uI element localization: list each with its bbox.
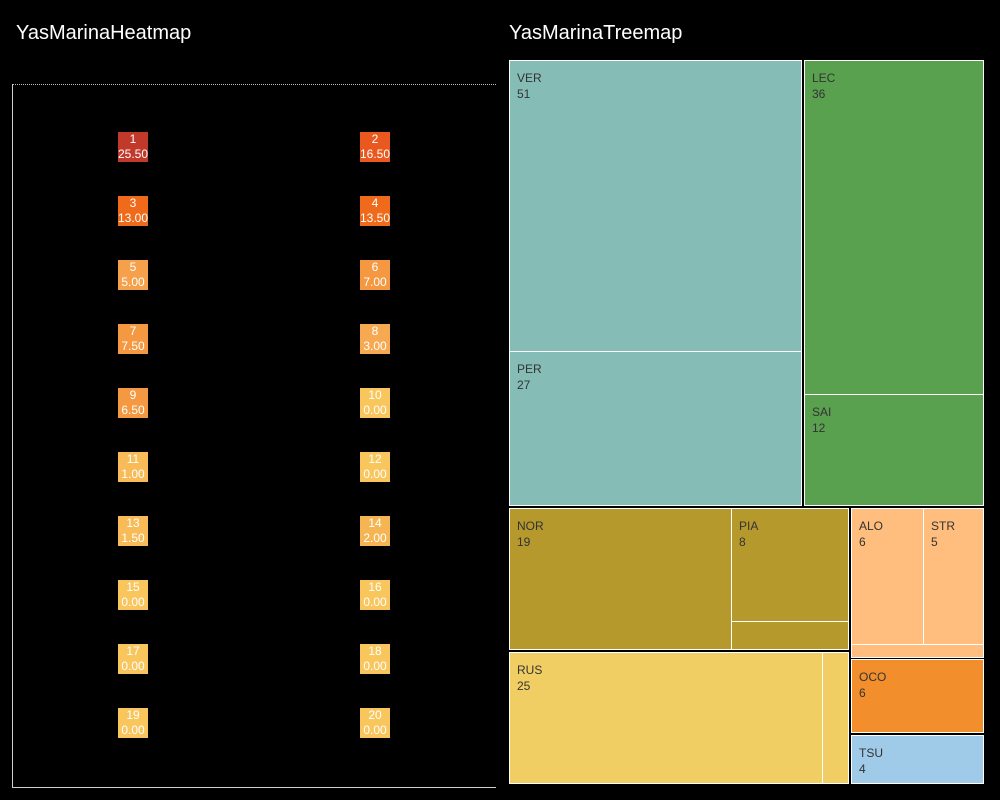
treemap-tile-value: 12 (812, 421, 826, 435)
heatmap-cell-10: 10 0.00 (360, 388, 390, 418)
heatmap-cell-14: 14 2.00 (360, 516, 390, 546)
heatmap-cell-value: 0.00 (363, 659, 387, 673)
heatmap-cell-value: 1.00 (121, 467, 145, 481)
heatmap-cell-value: 0.00 (121, 595, 145, 609)
treemap-tile-value: 36 (812, 87, 826, 101)
treemap-tile-value: 4 (859, 762, 866, 776)
treemap-tile-per: PER 27 (509, 351, 802, 506)
treemap-tile-value: 5 (931, 535, 938, 549)
heatmap-cell-position: 6 (371, 260, 379, 274)
treemap-tile-label: PIA (739, 519, 759, 533)
treemap-tile-label: SAI (812, 405, 832, 419)
treemap-tile-sai: SAI 12 (804, 394, 984, 506)
heatmap-cell-position: 12 (368, 452, 382, 466)
treemap-tile-alo: ALO 6 (851, 508, 924, 645)
treemap-tile-value: 25 (517, 679, 531, 693)
heatmap-cell-value: 13.50 (360, 211, 391, 225)
heatmap-cell-9: 9 6.50 (118, 388, 148, 418)
treemap-tile-tsu: TSU 4 (851, 735, 984, 784)
treemap-tile-ver: VER 51 (509, 60, 802, 352)
treemap-tile-unlabeled (822, 652, 849, 784)
heatmap-cell-8: 8 3.00 (360, 324, 390, 354)
heatmap-cell-12: 12 0.00 (360, 452, 390, 482)
treemap-tile-value: 6 (859, 535, 866, 549)
heatmap-cell-value: 0.00 (363, 467, 387, 481)
heatmap-cell-value: 0.00 (121, 723, 145, 737)
treemap-tile-value: 27 (517, 378, 531, 392)
heatmap-cell-17: 17 0.00 (118, 644, 148, 674)
heatmap-cell-value: 7.00 (363, 275, 387, 289)
treemap-tile-value: 51 (517, 87, 531, 101)
heatmap-cell-position: 3 (129, 196, 137, 210)
treemap-tile-rus: RUS 25 (509, 652, 823, 784)
heatmap-cell-position: 18 (368, 644, 382, 658)
heatmap-cell-value: 16.50 (360, 147, 391, 161)
heatmap-cell-position: 11 (126, 452, 140, 466)
heatmap-cell-19: 19 0.00 (118, 708, 148, 738)
treemap-tile-oco: OCO 6 (851, 659, 984, 733)
heatmap-cell-value: 0.00 (363, 595, 387, 609)
heatmap-cell-value: 0.00 (121, 659, 145, 673)
treemap-tile-value: 6 (859, 686, 866, 700)
heatmap-cell-position: 15 (126, 580, 140, 594)
heatmap-cell-position: 4 (371, 196, 379, 210)
heatmap-cell-position: 8 (371, 324, 379, 338)
heatmap-cell-position: 5 (129, 260, 137, 274)
treemap-tile-label: NOR (517, 519, 544, 533)
heatmap-cell-position: 19 (126, 708, 140, 722)
heatmap-cell-position: 7 (129, 324, 137, 338)
treemap-tile-label: STR (931, 519, 955, 533)
heatmap-cell-position: 14 (368, 516, 382, 530)
heatmap-cell-value: 3.00 (363, 339, 387, 353)
treemap-tile-label: ALO (859, 519, 884, 533)
heatmap-cell-position: 16 (368, 580, 382, 594)
heatmap-frame (12, 84, 496, 788)
heatmap-cell-16: 16 0.00 (360, 580, 390, 610)
heatmap-cell-position: 13 (126, 516, 140, 530)
heatmap-cell-15: 15 0.00 (118, 580, 148, 610)
treemap-tile-unlabeled (731, 621, 849, 650)
heatmap-title: YasMarinaHeatmap (16, 22, 192, 44)
heatmap-cell-20: 20 0.00 (360, 708, 390, 738)
treemap-tile-unlabeled (851, 644, 984, 658)
heatmap-cell-13: 13 1.50 (118, 516, 148, 546)
heatmap-cell-value: 6.50 (121, 403, 145, 417)
treemap-tile-value: 8 (739, 535, 746, 549)
heatmap-cell-value: 7.50 (121, 339, 145, 353)
heatmap-cell-1: 1 25.50 (118, 132, 148, 162)
heatmap-cell-value: 13.00 (118, 211, 149, 225)
heatmap-cell-value: 25.50 (118, 147, 149, 161)
heatmap-cell-position: 9 (129, 388, 137, 402)
heatmap-cell-2: 2 16.50 (360, 132, 390, 162)
treemap-tile-lec: LEC 36 (804, 60, 984, 395)
heatmap-cell-value: 0.00 (363, 723, 387, 737)
treemap-tile-label: TSU (859, 746, 883, 760)
heatmap-cell-value: 5.00 (121, 275, 145, 289)
heatmap-cell-18: 18 0.00 (360, 644, 390, 674)
heatmap-cell-position: 1 (129, 132, 137, 146)
heatmap-cell-position: 2 (371, 132, 379, 146)
heatmap-cell-value: 1.50 (121, 531, 145, 545)
heatmap-cell-position: 17 (126, 644, 140, 658)
treemap-tile-label: LEC (812, 71, 836, 85)
heatmap-cell-value: 0.00 (363, 403, 387, 417)
treemap-tile-nor: NOR 19 (509, 508, 732, 650)
heatmap-cell-11: 11 1.00 (118, 452, 148, 482)
heatmap-cell-value: 2.00 (363, 531, 387, 545)
treemap-tile-value: 19 (517, 535, 531, 549)
heatmap-cell-position: 10 (368, 388, 382, 402)
heatmap-cell-5: 5 5.00 (118, 260, 148, 290)
treemap-tile-pia: PIA 8 (731, 508, 849, 622)
treemap-tile-label: OCO (859, 670, 887, 684)
treemap-tile-label: RUS (517, 663, 543, 677)
treemap-tile-label: PER (517, 362, 542, 376)
heatmap-cell-3: 3 13.00 (118, 196, 148, 226)
heatmap-cell-6: 6 7.00 (360, 260, 390, 290)
heatmap-cell-position: 20 (368, 708, 382, 722)
heatmap-cell-4: 4 13.50 (360, 196, 390, 226)
treemap-tile-label: VER (517, 71, 542, 85)
treemap-title: YasMarinaTreemap (509, 22, 683, 44)
heatmap-cell-7: 7 7.50 (118, 324, 148, 354)
treemap-tile-str: STR 5 (923, 508, 984, 645)
